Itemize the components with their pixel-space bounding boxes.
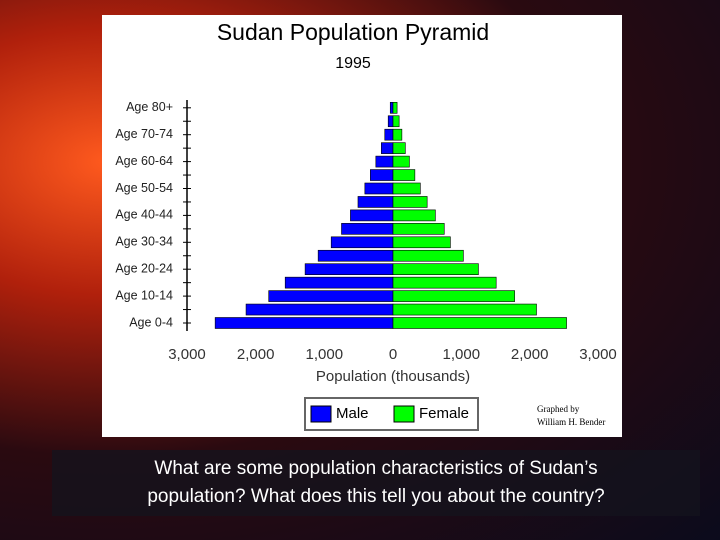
bar <box>392 290 515 302</box>
credit: William H. Bender <box>537 417 605 427</box>
legend <box>304 397 479 431</box>
bar <box>350 209 394 222</box>
caption: What are some population characteristics… <box>154 458 597 479</box>
bar <box>370 169 394 181</box>
x-tick-label: 0 <box>389 346 397 363</box>
legend-swatch <box>310 405 332 423</box>
bar <box>341 223 394 235</box>
bar <box>392 102 398 114</box>
bar <box>392 276 497 289</box>
bar <box>375 155 394 168</box>
y-tick-label: Age 10-14 <box>115 288 173 302</box>
y-tick-label: Age 80+ <box>126 100 173 114</box>
bar <box>392 236 451 249</box>
chart-title: Sudan Population Pyramid <box>217 19 489 45</box>
y-tick-label: Age 60-64 <box>115 154 173 168</box>
bar <box>392 182 421 195</box>
caption: population? What does this tell you abou… <box>147 486 604 507</box>
bar <box>392 223 445 235</box>
bar <box>284 276 394 289</box>
x-tick-label: 1,000 <box>306 346 344 363</box>
y-tick-label: Age 20-24 <box>115 261 173 275</box>
y-tick-label: Age 70-74 <box>115 127 173 141</box>
bar <box>245 303 394 316</box>
credit: Graphed by <box>537 404 580 414</box>
legend-swatch <box>393 405 415 423</box>
legend-label: Male <box>336 405 369 422</box>
bar <box>384 128 394 141</box>
x-tick-label: 2,000 <box>237 346 275 363</box>
x-tick-label: 3,000 <box>168 346 206 363</box>
bar <box>392 128 403 141</box>
bar <box>392 142 406 154</box>
bar <box>392 155 410 168</box>
bar <box>317 249 394 262</box>
bar <box>392 303 537 316</box>
bar <box>381 142 394 154</box>
y-tick-label: Age 0-4 <box>129 315 173 329</box>
bar <box>392 263 479 276</box>
bar <box>364 182 394 195</box>
bar <box>357 196 394 208</box>
bar <box>392 196 428 208</box>
bar <box>304 263 394 276</box>
bar <box>214 317 394 329</box>
chart-subtitle: 1995 <box>335 55 371 72</box>
bar <box>268 290 394 302</box>
x-tick-label: 3,000 <box>579 346 617 363</box>
y-tick-label: Age 40-44 <box>115 208 173 222</box>
bar <box>330 236 394 249</box>
x-tick-label: 2,000 <box>511 346 549 363</box>
bar <box>392 169 416 181</box>
bar <box>392 317 567 329</box>
bar <box>392 249 464 262</box>
legend-label: Female <box>419 405 469 422</box>
y-tick-label: Age 30-34 <box>115 235 173 249</box>
bar <box>392 115 400 128</box>
x-tick-label: 1,000 <box>443 346 481 363</box>
bar <box>392 209 436 222</box>
x-axis-label: Population (thousands) <box>316 368 470 385</box>
bar <box>389 102 394 114</box>
caption-box <box>52 450 700 516</box>
y-tick-label: Age 50-54 <box>115 181 173 195</box>
bar <box>387 115 394 128</box>
